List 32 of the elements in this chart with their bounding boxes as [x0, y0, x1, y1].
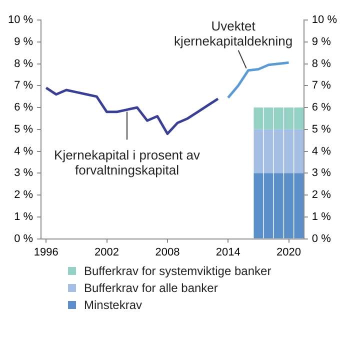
y2-tick-label: 6 %: [312, 102, 332, 114]
x-tick-label: 1996: [34, 246, 58, 258]
y2-tick-label: 0 %: [312, 232, 332, 245]
y-tick-label: 6 %: [14, 102, 34, 114]
annotation: Uvektet kjernekapitaldekning: [174, 18, 293, 48]
annotation: Kjernekapital i prosent av forvaltningskapital: [54, 148, 200, 178]
y-tick-label: 3 %: [14, 167, 34, 180]
y-tick-label: 9 %: [14, 36, 34, 48]
y2-tick-label: 1 %: [312, 210, 332, 223]
y2-tick-label: 4 %: [312, 145, 332, 158]
x-tick-label: 2014: [216, 246, 240, 258]
x-tick-label: 2002: [94, 246, 120, 258]
y2-tick-label: 7 %: [312, 80, 332, 92]
y-tick-label: 10 %: [8, 14, 34, 26]
x-tick-label: 2008: [155, 246, 180, 258]
y2-tick-label: 9 %: [312, 36, 332, 48]
legend-label: Minstekrav: [84, 298, 142, 312]
y-tick-label: 7 %: [14, 80, 34, 92]
y-tick-label: 1 %: [14, 210, 34, 223]
y2-tick-label: 5 %: [312, 123, 332, 136]
y-tick-label: 2 %: [14, 189, 34, 202]
x-tick-label: 2020: [276, 246, 302, 258]
y2-tick-label: 10 %: [312, 14, 338, 26]
y-tick-label: 5 %: [14, 123, 34, 136]
y2-tick-label: 2 %: [312, 189, 332, 202]
y-tick-label: 8 %: [14, 58, 34, 70]
y2-tick-label: 8 %: [312, 58, 332, 70]
legend-label: Bufferkrav for alle banker: [84, 280, 218, 294]
legend-label: Bufferkrav for systemviktige banker: [84, 264, 272, 278]
y-tick-label: 0 %: [14, 232, 34, 245]
y-tick-label: 4 %: [14, 145, 34, 158]
y2-tick-label: 3 %: [312, 167, 332, 180]
